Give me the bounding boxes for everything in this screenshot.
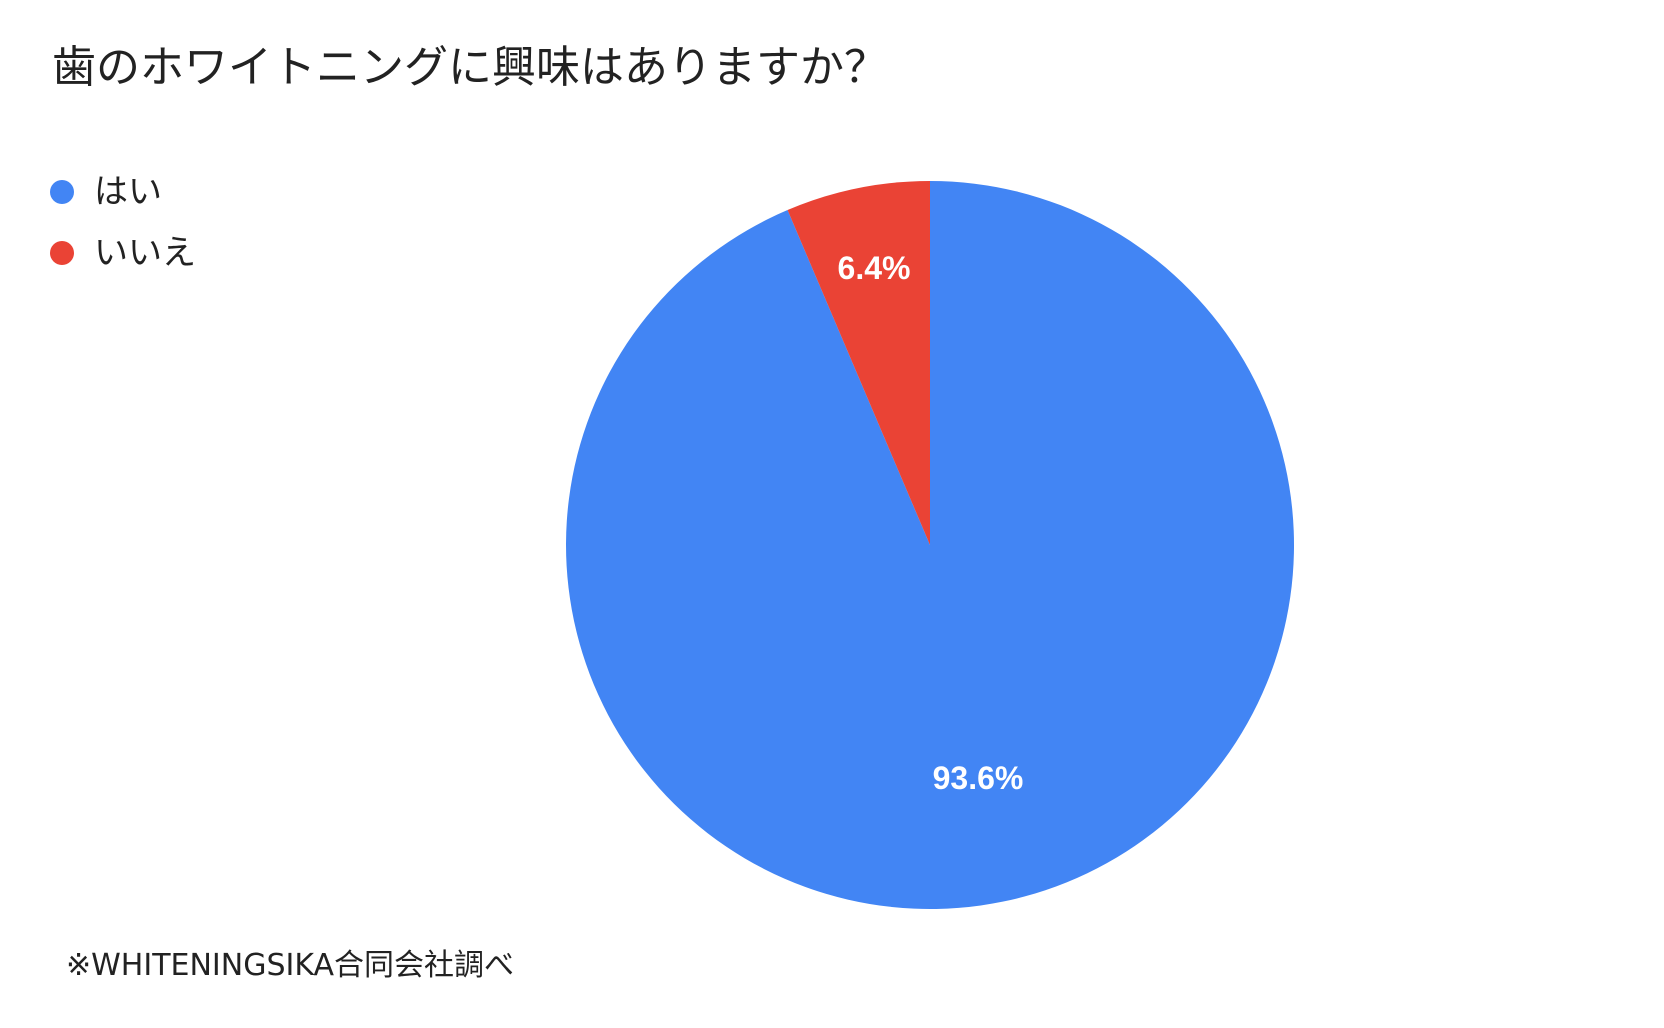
data-label-yes: 93.6%	[933, 760, 1024, 796]
chart-title: 歯のホワイトニングに興味はありますか？	[52, 42, 888, 93]
data-label-no: 6.4%	[838, 250, 911, 286]
legend-label-no: いいえ	[94, 233, 196, 273]
pie-slice-yes	[566, 181, 1295, 909]
pie-data-labels: 93.6% 6.4%	[838, 250, 1024, 796]
source-footnote: ※WHITENINGSIKA合同会社調べ	[66, 948, 515, 983]
chart-legend: はい いいえ	[50, 172, 196, 294]
pie-slice-no	[787, 181, 930, 545]
legend-swatch-yes	[50, 180, 74, 204]
legend-item-yes: はい	[50, 172, 196, 212]
legend-item-no: いいえ	[50, 233, 196, 273]
legend-swatch-no	[50, 241, 74, 265]
pie-slices	[566, 181, 1295, 909]
legend-label-yes: はい	[94, 172, 162, 212]
